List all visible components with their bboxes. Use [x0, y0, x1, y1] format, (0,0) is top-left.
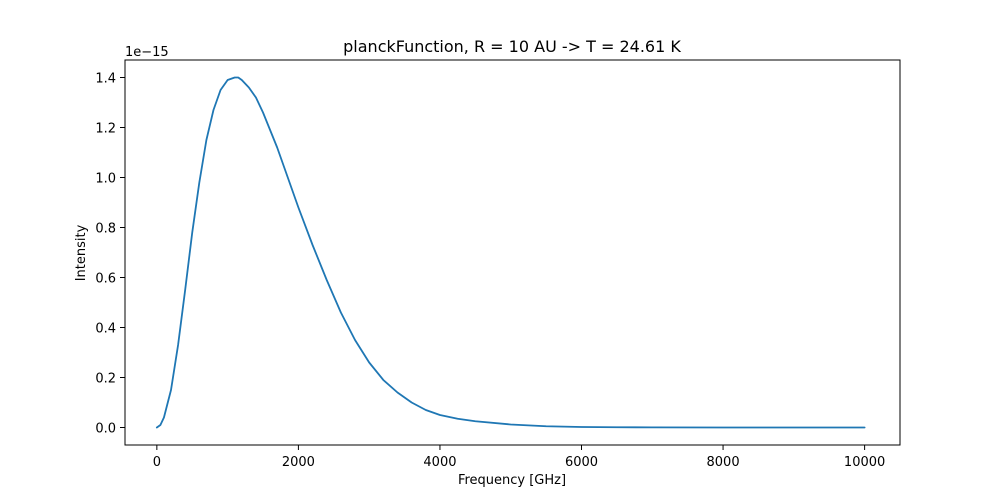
- y-tick-label: 0.2: [95, 372, 116, 387]
- x-tick-label: 4000: [423, 455, 456, 470]
- y-tick-label: 1.2: [95, 122, 116, 137]
- y-axis-label: Intensity: [74, 224, 89, 281]
- x-tick-label: 8000: [707, 455, 740, 470]
- y-axis-ticks: 0.0 0.2 0.4 0.6 0.8 1.0 1.2 1.4: [95, 72, 125, 437]
- y-offset-label: 1e−15: [125, 45, 169, 60]
- chart-title: planckFunction, R = 10 AU -> T = 24.61 K: [343, 37, 681, 56]
- plot-layer: [155, 76, 866, 429]
- x-tick-label: 0: [153, 455, 161, 470]
- x-tick-label: 6000: [565, 455, 598, 470]
- y-tick-label: 0.0: [95, 422, 116, 437]
- x-axis-label: Frequency [GHz]: [458, 473, 566, 488]
- x-axis-ticks: 0 2000 4000 6000 8000 10000: [153, 445, 885, 470]
- intensity-series-line: [155, 76, 866, 429]
- x-tick-label: 2000: [282, 455, 315, 470]
- y-tick-label: 0.6: [95, 272, 116, 287]
- y-tick-label: 1.4: [95, 72, 116, 87]
- axes-frame: [124, 59, 901, 446]
- x-tick-label: 10000: [844, 455, 885, 470]
- y-tick-label: 0.4: [95, 322, 116, 337]
- y-tick-label: 0.8: [95, 222, 116, 237]
- y-tick-label: 1.0: [95, 172, 116, 187]
